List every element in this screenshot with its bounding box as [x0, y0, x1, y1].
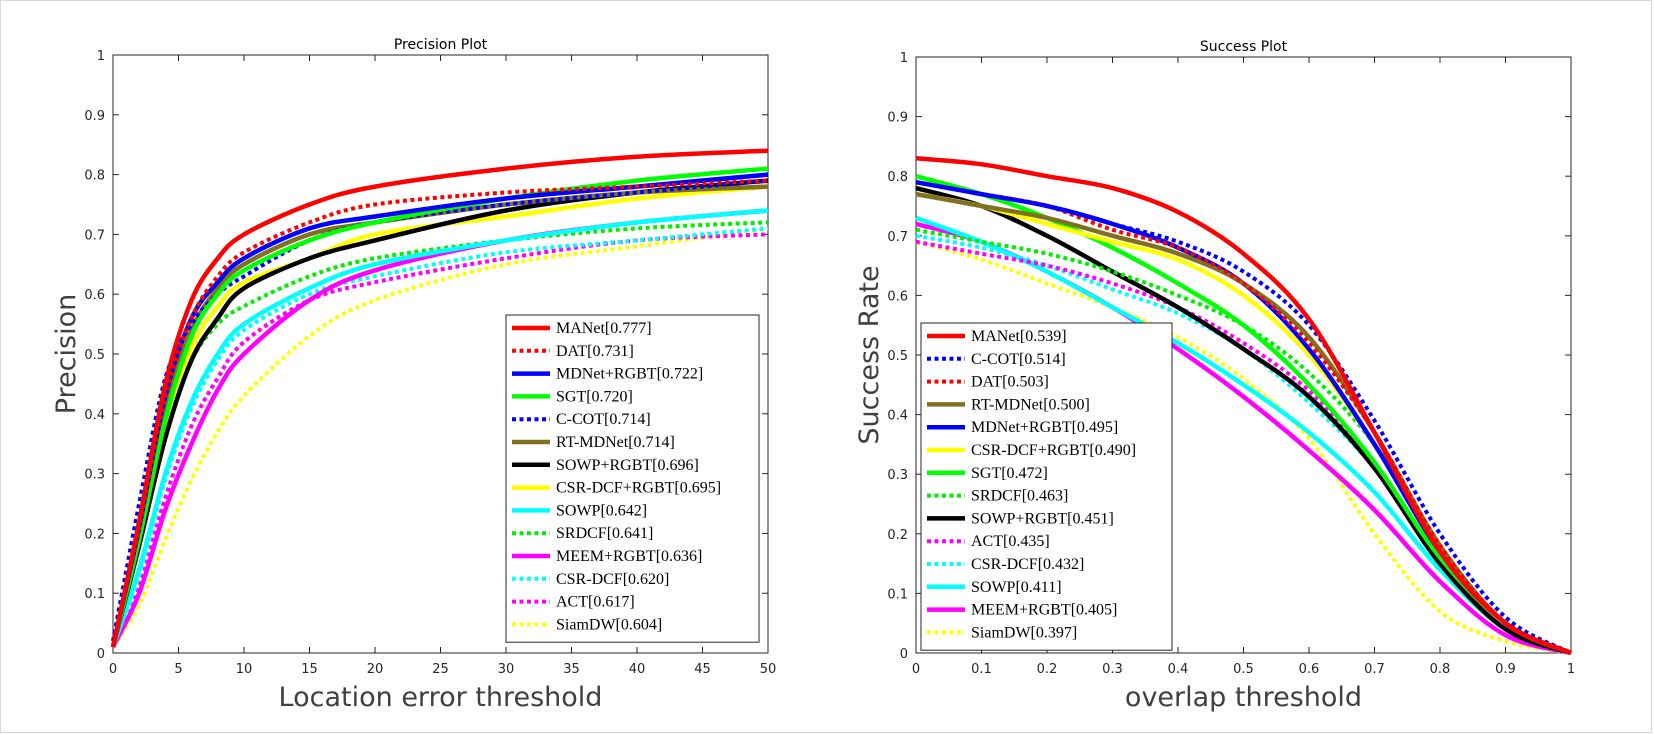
- legend-box: [505, 314, 760, 643]
- legend-label: SGT[0.720]: [556, 388, 633, 405]
- chart-precision: 0 5 10 15 20 25 30 35 40 45 50 0 0.1 0.2 0.3 0.4 0.5 0.6 0…: [51, 37, 776, 713]
- series-lines: [915, 156, 1572, 656]
- x-tick-label: 30: [498, 662, 515, 677]
- legend-label: MDNet+RGBT[0.495]: [971, 419, 1118, 436]
- y-tick-label: 0.1: [887, 587, 908, 602]
- legend-box: [920, 322, 1173, 651]
- x-tick-label: 40: [629, 662, 646, 677]
- legend-label: ACT[0.435]: [971, 533, 1050, 550]
- legend: MANet[0.539] C-COT[0.514] DAT[0.503] RT-MDN…: [920, 322, 1173, 651]
- x-tick-label: 35: [563, 662, 580, 677]
- y-tick-label: 0.4: [887, 409, 908, 424]
- legend-label: CSR-DCF[0.432]: [971, 556, 1084, 573]
- x-tick-label: 45: [694, 662, 711, 677]
- x-tick-label: 0.3: [1102, 662, 1123, 677]
- series-line-manet: [110, 148, 769, 648]
- y-tick-label: 0: [97, 647, 105, 662]
- x-tick-label: 5: [174, 662, 182, 677]
- series-line-c-cot: [111, 178, 769, 642]
- y-tick-label: 0.2: [84, 527, 105, 542]
- x-tick-label: 0: [109, 662, 117, 677]
- y-tick-label: 0.5: [887, 349, 908, 364]
- legend-label: CSR-DCF+RGBT[0.490]: [971, 442, 1136, 459]
- legend-label: CSR-DCF+RGBT[0.695]: [556, 480, 721, 497]
- x-tick-label: 0.6: [1299, 662, 1320, 677]
- y-tick-label: 0.9: [84, 109, 105, 124]
- x-tick-label: 0.1: [971, 662, 992, 677]
- series-line-sowp-rgbt: [915, 185, 1572, 656]
- x-tick-label: 0.8: [1430, 662, 1451, 677]
- legend-label: SOWP[0.642]: [556, 502, 647, 519]
- legend-label: MDNet+RGBT[0.722]: [556, 366, 703, 383]
- y-tick-label: 0.6: [84, 288, 105, 303]
- chart-title: Success Plot: [1200, 39, 1288, 55]
- y-axis-label: Success Rate: [854, 265, 885, 444]
- x-tick-label: 0.2: [1037, 662, 1058, 677]
- legend: MANet[0.777] DAT[0.731] MDNet+RGBT[0.722] S…: [505, 314, 760, 643]
- legend-label: MEEM+RGBT[0.405]: [971, 602, 1117, 619]
- x-tick-label: 15: [301, 662, 318, 677]
- series-line-srdcf: [111, 220, 769, 648]
- y-tick-label: 0.9: [887, 111, 908, 126]
- y-tick-label: 0.8: [84, 169, 105, 184]
- y-tick-label: 0.3: [84, 468, 105, 483]
- y-tick-label: 0: [900, 647, 908, 662]
- x-tick-label: 1: [1567, 662, 1575, 677]
- legend-label: ACT[0.617]: [556, 594, 635, 611]
- x-axis-label: Location error threshold: [279, 682, 603, 713]
- legend-label: SRDCF[0.641]: [556, 525, 653, 542]
- x-axis-label: overlap threshold: [1125, 682, 1362, 713]
- y-tick-label: 0.8: [887, 170, 908, 185]
- series-line-siamdw: [111, 226, 769, 649]
- series-line-manet: [915, 156, 1572, 656]
- y-tick-label: 0.4: [84, 408, 105, 423]
- legend-label: C-COT[0.714]: [556, 411, 651, 428]
- legend-label: RT-MDNet[0.714]: [556, 434, 675, 451]
- legend-label: SGT[0.472]: [971, 465, 1048, 482]
- y-tick-label: 0.7: [84, 228, 105, 243]
- x-tick-label: 25: [432, 662, 449, 677]
- series-line-sowp-rgbt: [110, 178, 769, 648]
- legend-label: SOWP+RGBT[0.696]: [556, 457, 699, 474]
- x-tick-label: 10: [236, 662, 253, 677]
- legend-label: MANet[0.539]: [971, 328, 1067, 345]
- legend-label: SiamDW[0.604]: [556, 616, 662, 633]
- x-tick-label: 50: [760, 662, 777, 677]
- legend-label: SiamDW[0.397]: [971, 624, 1077, 641]
- series-line-act: [111, 232, 769, 648]
- legend-label: DAT[0.731]: [556, 343, 634, 360]
- legend-label: C-COT[0.514]: [971, 351, 1066, 368]
- legend-label: CSR-DCF[0.620]: [556, 571, 669, 588]
- legend-label: RT-MDNet[0.500]: [971, 396, 1090, 413]
- chart-success: 0 0.1 0.2 0.3 0.4 0.5 0.6 0.7 0.8 0.9 1 0 0.1 0.2 0.3 0…: [854, 39, 1575, 713]
- y-tick-label: 0.5: [84, 348, 105, 363]
- legend-label: SOWP[0.411]: [971, 579, 1062, 596]
- chart-title: Precision Plot: [394, 37, 488, 53]
- y-tick-label: 1: [900, 51, 908, 66]
- y-axis-label: Precision: [51, 294, 82, 414]
- y-tick-label: 1: [97, 49, 105, 64]
- x-tick-label: 0: [912, 662, 920, 677]
- x-tick-label: 0.5: [1233, 662, 1254, 677]
- series-line-c-cot: [915, 180, 1572, 655]
- y-tick-label: 0.7: [887, 230, 908, 245]
- legend-label: DAT[0.503]: [971, 374, 1049, 391]
- x-tick-label: 0.7: [1364, 662, 1385, 677]
- x-tick-label: 0.4: [1168, 662, 1189, 677]
- legend-label: MANet[0.777]: [556, 320, 652, 337]
- y-tick-label: 0.1: [84, 587, 105, 602]
- series-line-siamdw: [915, 239, 1572, 655]
- legend-label: SOWP+RGBT[0.451]: [971, 510, 1114, 527]
- series-lines: [110, 148, 769, 649]
- y-tick-label: 0.6: [887, 289, 908, 304]
- y-tick-label: 0.2: [887, 528, 908, 543]
- x-tick-label: 20: [367, 662, 384, 677]
- y-tick-label: 0.3: [887, 468, 908, 483]
- legend-label: SRDCF[0.463]: [971, 488, 1068, 505]
- series-line-sowp: [110, 208, 769, 648]
- x-tick-label: 0.9: [1495, 662, 1516, 677]
- legend-label: MEEM+RGBT[0.636]: [556, 548, 702, 565]
